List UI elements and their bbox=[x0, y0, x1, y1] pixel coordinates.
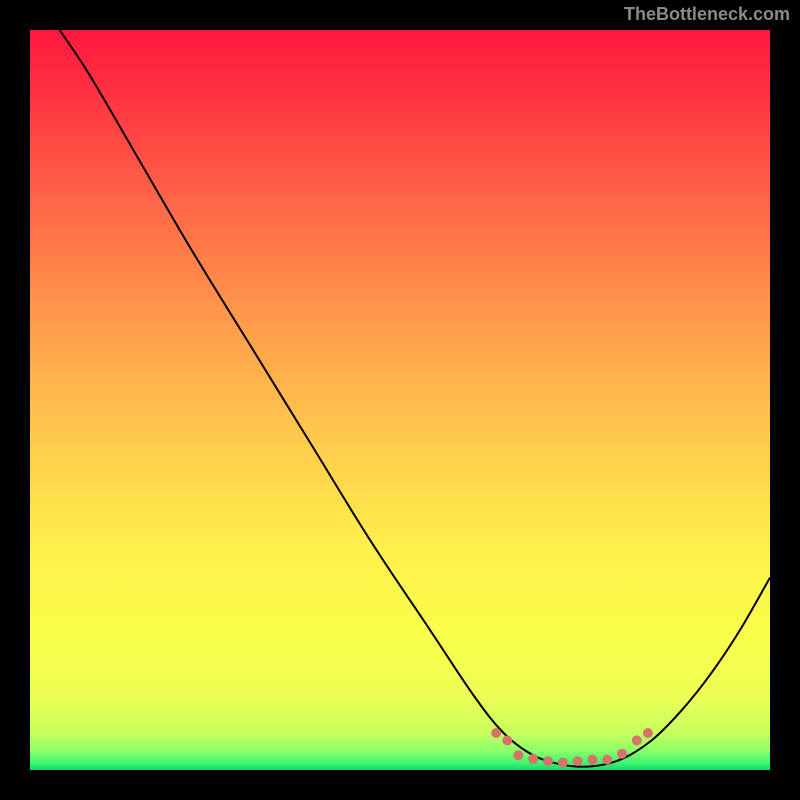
gradient-background bbox=[30, 30, 770, 770]
plot-area bbox=[30, 30, 770, 770]
watermark-text: TheBottleneck.com bbox=[624, 4, 790, 25]
chart-container: TheBottleneck.com bbox=[0, 0, 800, 800]
